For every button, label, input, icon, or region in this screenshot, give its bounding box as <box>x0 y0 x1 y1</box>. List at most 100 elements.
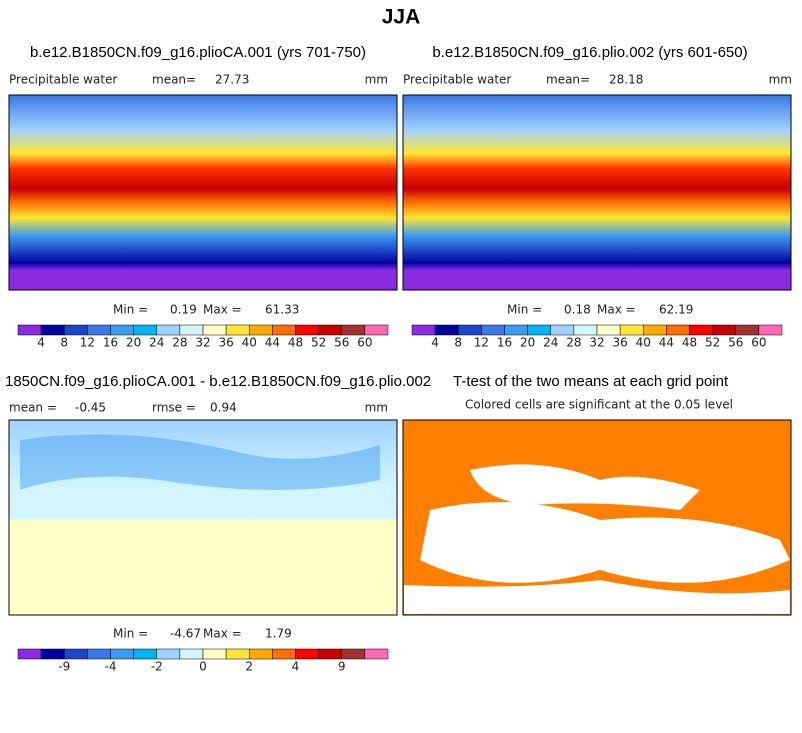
max-label: Max = <box>597 303 636 317</box>
colorbar-label: 0 <box>199 660 207 674</box>
colorbar-swatch <box>550 324 575 336</box>
colorbar-label: 20 <box>520 336 535 350</box>
colorbar-label: 48 <box>682 336 697 350</box>
colorbar-label: 12 <box>80 336 95 350</box>
colorbar-swatch <box>87 324 111 336</box>
colorbar-swatch <box>17 648 42 660</box>
colorbar-label: 28 <box>566 336 581 350</box>
colorbar-swatch <box>110 648 134 660</box>
colorbar-swatch <box>689 324 713 336</box>
page-title: JJA <box>382 6 421 29</box>
colorbar-swatch <box>619 324 644 336</box>
colorbar-label: 44 <box>265 336 280 350</box>
map-region <box>20 434 380 490</box>
colorbar-swatch <box>666 324 690 336</box>
colorbar-swatch <box>758 324 783 336</box>
colorbar-swatch <box>318 648 342 660</box>
units: mm <box>365 73 388 87</box>
mean-label: mean= <box>152 73 196 87</box>
colorbar-swatch <box>225 648 250 660</box>
colorbar-swatch <box>249 324 273 336</box>
colorbar-label: 4 <box>292 660 300 674</box>
colorbar-swatch <box>504 324 528 336</box>
colorbar-swatch <box>64 324 88 336</box>
colorbar-label: 44 <box>659 336 674 350</box>
max-label: Max = <box>203 303 242 317</box>
max: 61.33 <box>265 303 299 317</box>
min: -4.67 <box>170 627 201 641</box>
colorbar-label: 2 <box>245 660 253 674</box>
colorbar-label: 20 <box>126 336 141 350</box>
map <box>8 419 398 616</box>
units: mm <box>769 73 792 87</box>
colorbar-label: 48 <box>288 336 303 350</box>
colorbar-swatch <box>527 324 551 336</box>
colorbar-swatch <box>341 324 366 336</box>
colorbar-swatch <box>481 324 505 336</box>
panel-title: 1850CN.f09_g16.plioCA.001 - b.e12.B1850C… <box>5 373 431 390</box>
variable: Precipitable water <box>9 73 117 87</box>
colorbar-swatch <box>202 648 227 660</box>
max: 62.19 <box>659 303 693 317</box>
colorbar-swatch <box>179 324 204 336</box>
colorbar-swatch <box>133 648 157 660</box>
min-label: Min = <box>113 303 148 317</box>
colorbar-swatch <box>712 324 736 336</box>
colorbar-label: 28 <box>172 336 187 350</box>
colorbar-label: 40 <box>636 336 651 350</box>
units: mm <box>365 401 388 415</box>
colorbar-label: 36 <box>218 336 233 350</box>
colorbar-label: 40 <box>242 336 257 350</box>
max: 1.79 <box>265 627 292 641</box>
colorbar-label: 9 <box>338 660 346 674</box>
mean-label: mean= <box>546 73 590 87</box>
colorbar-label: 60 <box>357 336 372 350</box>
colorbar-swatch <box>643 324 667 336</box>
colorbar-label: 8 <box>60 336 68 350</box>
mean-label: mean = <box>9 401 57 415</box>
colorbar-label: -2 <box>151 660 163 674</box>
mean: -0.45 <box>75 401 106 415</box>
colorbar-label: -4 <box>105 660 117 674</box>
colorbar-label: 24 <box>543 336 558 350</box>
colorbar-swatch <box>411 324 436 336</box>
colorbar-swatch <box>573 324 598 336</box>
map <box>8 94 398 291</box>
colorbar-swatch <box>179 648 204 660</box>
mean: 28.18 <box>609 73 643 87</box>
map-region <box>470 464 700 510</box>
colorbar-label: 52 <box>705 336 720 350</box>
min-label: Min = <box>507 303 542 317</box>
min: 0.19 <box>170 303 197 317</box>
panel-subtitle: Colored cells are significant at the 0.0… <box>465 398 733 412</box>
colorbar-swatch <box>364 324 389 336</box>
colorbar-label: 60 <box>751 336 766 350</box>
colorbar-label: 16 <box>103 336 118 350</box>
colorbar-swatch <box>225 324 250 336</box>
colorbar-label: 56 <box>334 336 349 350</box>
colorbar-swatch <box>295 324 319 336</box>
colorbar-swatch <box>364 648 389 660</box>
colorbar-swatch <box>110 324 134 336</box>
colorbar-swatch <box>17 324 42 336</box>
colorbar-swatch <box>735 324 760 336</box>
colorbar-swatch <box>272 324 296 336</box>
colorbar-label: -9 <box>58 660 70 674</box>
map <box>402 94 792 291</box>
colorbar-swatch <box>87 648 111 660</box>
map-region <box>420 502 790 583</box>
colorbar-swatch <box>249 648 273 660</box>
map-region <box>404 580 790 614</box>
colorbar-swatch <box>318 324 342 336</box>
colorbar-label: 4 <box>431 336 439 350</box>
min-label: Min = <box>113 627 148 641</box>
colorbar-label: 32 <box>195 336 210 350</box>
mean: 27.73 <box>215 73 249 87</box>
colorbar-label: 52 <box>311 336 326 350</box>
panel-title: b.e12.B1850CN.f09_g16.plio.002 (yrs 601-… <box>432 44 747 61</box>
colorbar-swatch <box>40 324 65 336</box>
colorbar-swatch <box>202 324 227 336</box>
variable: Precipitable water <box>403 73 511 87</box>
max-label: Max = <box>203 627 242 641</box>
